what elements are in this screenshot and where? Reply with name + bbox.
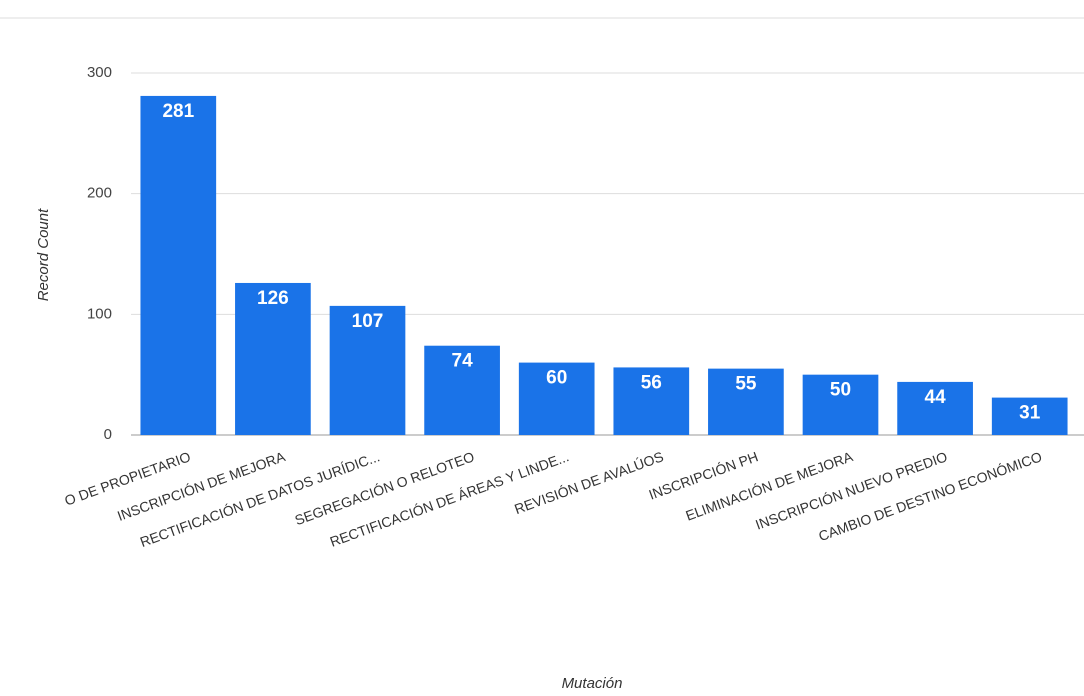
value-label: 60: [546, 368, 567, 389]
y-tick-label: 200: [87, 185, 112, 202]
value-label: 107: [352, 311, 384, 332]
y-tick-label: 0: [104, 426, 112, 443]
bar: [140, 95, 217, 435]
value-label: 56: [641, 372, 662, 393]
value-label: 126: [257, 288, 289, 309]
value-label: 44: [925, 387, 947, 408]
value-label: 31: [1019, 403, 1041, 424]
value-label: 74: [452, 351, 474, 372]
x-axis-label: Mutación: [562, 675, 623, 692]
bar: [424, 345, 500, 435]
value-label: 55: [735, 374, 757, 395]
bar: [991, 397, 1068, 435]
y-tick-label: 100: [87, 305, 112, 322]
bar: [802, 374, 879, 435]
bar: [708, 368, 784, 435]
y-tick-label: 300: [87, 64, 112, 81]
y-axis-label: Record Count: [35, 208, 52, 301]
bar: [235, 282, 311, 435]
bar: [518, 362, 595, 435]
bar: [613, 367, 690, 435]
bar: [897, 381, 973, 435]
value-label: 50: [830, 380, 851, 401]
bar: [329, 305, 406, 435]
value-label: 281: [162, 101, 194, 122]
